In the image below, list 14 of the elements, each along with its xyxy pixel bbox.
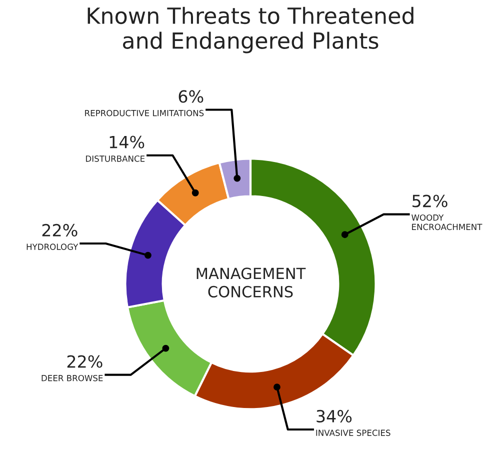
slice-label: WOODY ENCROACHMENT xyxy=(412,214,482,230)
text: MANAGEMENT CONCERNS xyxy=(196,268,306,298)
chart-title: Known Threats to Threatened and Endangered Plants xyxy=(88,6,414,54)
data-label: 6% xyxy=(178,90,204,103)
slice-label: REPRODUCTIVE LIMITATIONS xyxy=(85,110,204,116)
slice-label: DEER BROWSE xyxy=(42,374,103,382)
slice-label: DISTURBANCE xyxy=(86,156,145,162)
data-label: 52% xyxy=(412,194,448,208)
data-label: 22% xyxy=(42,224,78,237)
slice-label: HYDROLOGY xyxy=(26,244,78,250)
data-label: 14% xyxy=(110,136,144,148)
data-label: 34% xyxy=(316,410,352,423)
data-label: 22% xyxy=(67,355,102,368)
slice-label: INVASIVE SPECIES xyxy=(316,430,390,436)
